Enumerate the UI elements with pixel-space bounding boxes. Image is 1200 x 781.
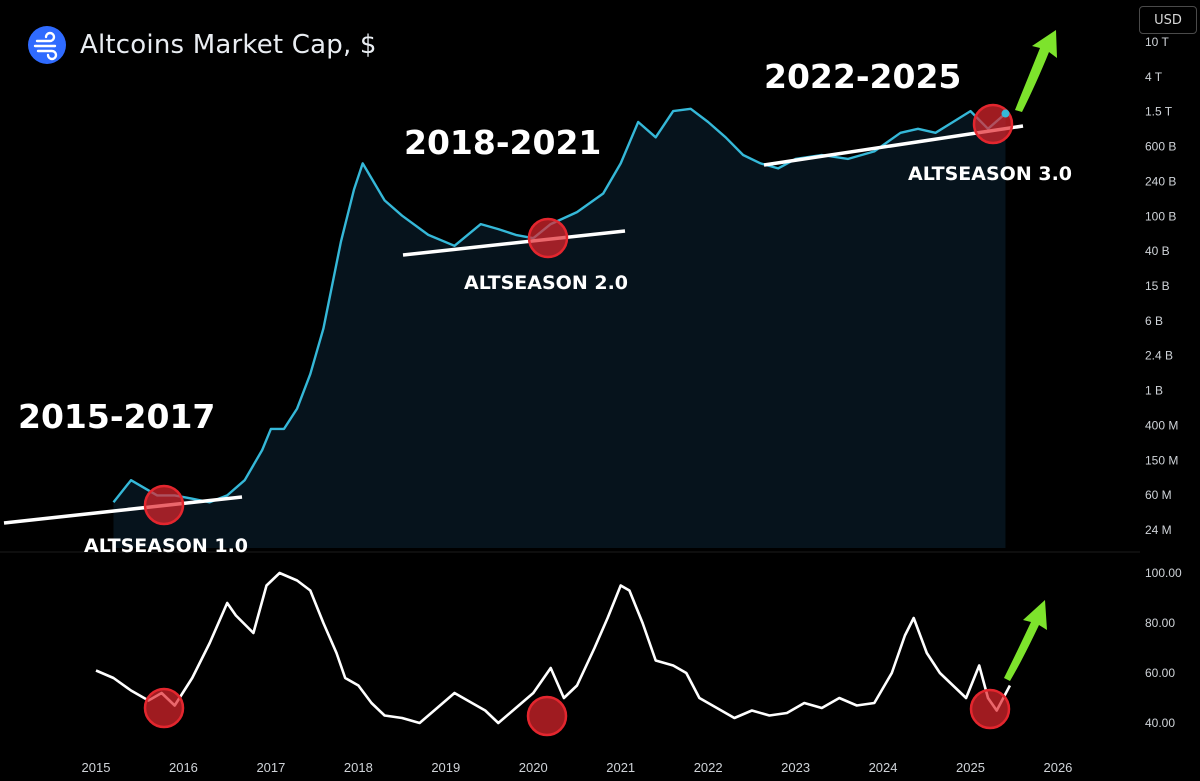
support-line-2 <box>402 229 626 257</box>
y-tick-label: 100.00 <box>1145 566 1182 580</box>
y-tick-label: 80.00 <box>1145 616 1175 630</box>
y-tick-label: 1 B <box>1145 384 1163 398</box>
y-tick-label: 4 T <box>1145 70 1163 84</box>
x-tick-label: 2017 <box>256 760 285 775</box>
x-tick-label: 2020 <box>519 760 548 775</box>
x-tick-label: 2024 <box>869 760 898 775</box>
annotation-altseason-2: ALTSEASON 2.0 <box>464 272 628 294</box>
x-tick-label: 2018 <box>344 760 373 775</box>
x-tick-label: 2021 <box>606 760 635 775</box>
y-tick-label: 40 B <box>1145 244 1170 258</box>
y-tick-label: 600 B <box>1145 140 1176 154</box>
y-tick-label: 240 B <box>1145 174 1176 188</box>
annotation-altseason-3: ALTSEASON 3.0 <box>908 163 1072 185</box>
last-price-dot <box>1001 109 1010 118</box>
x-tick-label: 2019 <box>431 760 460 775</box>
upward-arrow-icon <box>1004 600 1047 681</box>
annotation-altseason-1: ALTSEASON 1.0 <box>84 535 248 557</box>
y-tick-label: 15 B <box>1145 279 1170 293</box>
market-cap-area <box>113 108 1006 549</box>
y-tick-label: 24 M <box>1145 523 1172 537</box>
y-tick-label: 100 B <box>1145 209 1176 223</box>
upward-arrow-icon <box>1015 30 1057 112</box>
time-x-axis: 2015 2016 2017 2018 2019 2020 2021 2022 2023 2024… <box>82 760 1073 775</box>
annotation-2015-2017: 2015-2017 <box>18 397 215 436</box>
index-y-axis: 100.00 80.00 60.00 40.00 <box>1145 566 1182 730</box>
y-tick-label: 60.00 <box>1145 666 1175 680</box>
wind-icon <box>28 26 66 64</box>
altseason-2-marker <box>527 217 569 259</box>
y-tick-label: 60 M <box>1145 488 1172 502</box>
x-tick-label: 2026 <box>1043 760 1072 775</box>
index-marker-2 <box>526 695 568 737</box>
index-marker-1 <box>143 687 185 729</box>
y-tick-label: 400 M <box>1145 418 1178 432</box>
y-tick-label: 6 B <box>1145 314 1163 328</box>
x-tick-label: 2016 <box>169 760 198 775</box>
x-tick-label: 2025 <box>956 760 985 775</box>
y-tick-label: 150 M <box>1145 453 1178 467</box>
x-tick-label: 2022 <box>694 760 723 775</box>
y-tick-label: 1.5 T <box>1145 105 1173 119</box>
main-y-axis: 10 T 4 T 1.5 T 600 B 240 B 100 B 40 B 15 B 6 B 2.… <box>1145 35 1178 537</box>
chart-header: Altcoins Market Cap, $ <box>28 26 377 64</box>
y-tick-label: 40.00 <box>1145 716 1175 730</box>
support-line-1 <box>3 495 243 525</box>
index-marker-3 <box>969 688 1011 730</box>
y-tick-label: 2.4 B <box>1145 349 1173 363</box>
x-tick-label: 2023 <box>781 760 810 775</box>
currency-button[interactable]: USD <box>1139 6 1197 34</box>
x-tick-label: 2015 <box>82 760 111 775</box>
altseason-1-marker <box>143 484 185 526</box>
annotation-2022-2025: 2022-2025 <box>764 57 961 96</box>
chart-title: Altcoins Market Cap, $ <box>80 30 377 60</box>
annotation-2018-2021: 2018-2021 <box>404 123 601 162</box>
y-tick-label: 10 T <box>1145 35 1169 49</box>
index-line <box>95 571 1012 725</box>
